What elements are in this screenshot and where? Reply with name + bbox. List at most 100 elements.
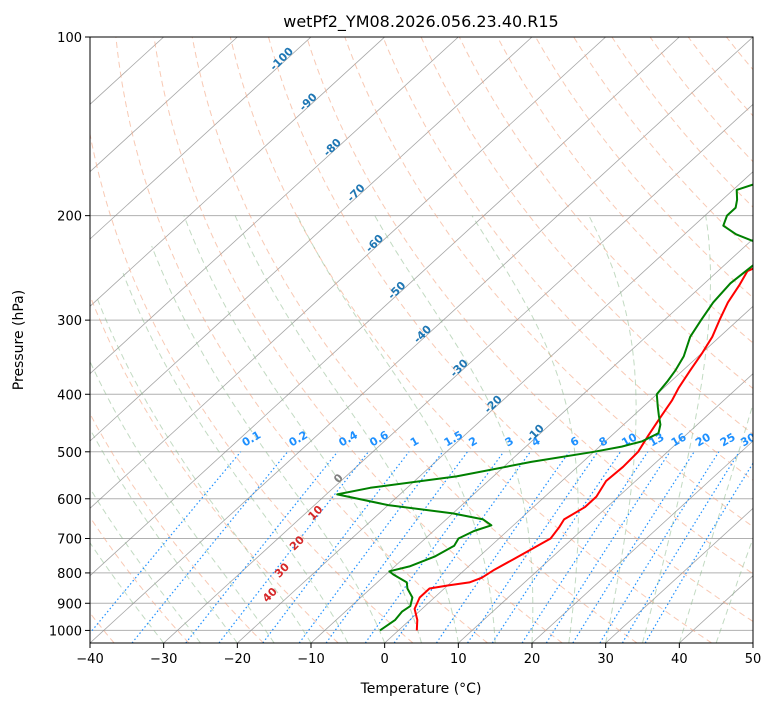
y-tick-label: 400 bbox=[57, 388, 82, 403]
mixing-ratio-label: 6 bbox=[568, 434, 581, 449]
y-axis: 1000 900 800 700 600 500 400 300 200 100 bbox=[49, 31, 90, 639]
mixing-ratio-line bbox=[364, 451, 505, 643]
x-tick-label: 40 bbox=[671, 652, 688, 667]
mixing-ratio-line bbox=[298, 451, 444, 643]
moist-adiabat-line bbox=[234, 215, 459, 643]
isobar-grid bbox=[90, 37, 753, 631]
mixing-ratio-label: 16 bbox=[669, 430, 689, 449]
mixing-ratio-label: 2 bbox=[467, 434, 480, 449]
dry-adiabat-line bbox=[687, 37, 753, 117]
x-tick-label: 30 bbox=[597, 652, 614, 667]
moist-adiabat-line bbox=[471, 215, 579, 643]
mixing-ratio-line bbox=[644, 462, 753, 643]
mixing-ratio-line bbox=[325, 451, 468, 643]
dry-adiabat-label: -60 bbox=[363, 232, 386, 255]
y-tick-label: 600 bbox=[57, 493, 82, 508]
y-tick-label: 300 bbox=[57, 314, 82, 329]
x-axis-label: Temperature (°C) bbox=[360, 681, 482, 697]
y-tick-label: 500 bbox=[57, 446, 82, 461]
isotherm-line bbox=[90, 37, 459, 375]
dry-adiabat-line bbox=[496, 37, 753, 344]
dry-adiabat-label: -30 bbox=[448, 356, 471, 379]
moist-adiabat-label: 40 bbox=[260, 585, 280, 605]
y-tick-label: 200 bbox=[57, 210, 82, 225]
dry-adiabat-line bbox=[458, 37, 753, 390]
isotherm-line bbox=[310, 238, 753, 643]
isotherm-line bbox=[90, 37, 238, 173]
dry-adiabat-line bbox=[229, 37, 712, 643]
isotherm-line bbox=[90, 37, 312, 240]
dry-adiabat-line bbox=[382, 37, 753, 481]
x-tick-label: 50 bbox=[745, 652, 762, 667]
isotherm-line bbox=[90, 37, 606, 509]
y-tick-label: 800 bbox=[57, 567, 82, 582]
dry-adiabat-label: -90 bbox=[297, 90, 320, 113]
mixing-ratio-line bbox=[185, 451, 339, 643]
dry-adiabat-line bbox=[90, 131, 414, 643]
moist-adiabat-line bbox=[588, 215, 637, 643]
dry-adiabat-line bbox=[344, 37, 753, 528]
moist-adiabat-line bbox=[374, 215, 534, 643]
moist-adiabat-label: 30 bbox=[272, 560, 292, 580]
x-tick-label: −30 bbox=[150, 652, 177, 667]
x-tick-label: −10 bbox=[297, 652, 324, 667]
mixing-ratio-line bbox=[621, 451, 740, 643]
moist-adiabat-line bbox=[90, 541, 165, 643]
isotherm-line bbox=[605, 507, 753, 643]
dry-adiabat-line bbox=[90, 516, 190, 643]
mixing-ratio-line bbox=[393, 451, 531, 643]
mixing-ratio-label: 0.1 bbox=[240, 428, 263, 449]
mixing-ratio-label: 0.6 bbox=[367, 428, 391, 449]
dry-adiabat-line bbox=[611, 37, 753, 208]
mixing-ratio-label: 1.5 bbox=[442, 428, 465, 449]
x-tick-label: 0 bbox=[381, 652, 389, 667]
dry-adiabat-label: -20 bbox=[482, 393, 505, 416]
dry-adiabat-line bbox=[420, 37, 753, 435]
dry-adiabat-label: -80 bbox=[321, 136, 344, 159]
x-axis: −40 −30 −20 −10 0 10 20 30 40 50 bbox=[76, 643, 761, 667]
isotherm-line bbox=[90, 37, 680, 577]
dry-adiabat-label: -70 bbox=[344, 181, 367, 204]
mixing-ratio-line bbox=[262, 451, 410, 643]
dry-adiabat-line bbox=[726, 37, 753, 71]
moist-adiabat-line bbox=[678, 402, 753, 643]
isotherm-line bbox=[90, 37, 385, 307]
mixing-ratio-line bbox=[491, 451, 621, 643]
mixing-ratio-line bbox=[599, 451, 720, 643]
mixing-ratio-label: 25 bbox=[718, 430, 738, 449]
mixing-ratio-line bbox=[572, 451, 695, 643]
mixing-ratio-line bbox=[521, 451, 649, 643]
x-tick-label: 20 bbox=[524, 652, 541, 667]
isotherm-line bbox=[752, 642, 753, 643]
x-tick-label: −40 bbox=[76, 652, 103, 667]
isotherm-line bbox=[458, 373, 753, 643]
y-tick-label: 900 bbox=[57, 597, 82, 612]
mixing-ratio-label: 36 bbox=[759, 430, 775, 449]
dry-adiabat-line bbox=[90, 412, 264, 643]
isotherm-line bbox=[163, 103, 753, 643]
y-axis-label: Pressure (hPa) bbox=[11, 290, 27, 390]
dry-adiabat-line bbox=[649, 37, 753, 163]
moist-adiabat-label: 20 bbox=[287, 533, 307, 553]
moist-adiabat-line bbox=[122, 272, 349, 643]
x-tick-label: −20 bbox=[224, 652, 251, 667]
mixing-ratio-label: 1 bbox=[408, 434, 421, 449]
x-tick-label: 10 bbox=[450, 652, 467, 667]
plot-frame bbox=[89, 36, 754, 644]
chart-title: wetPf2_YM08.2026.056.23.40.R15 bbox=[283, 12, 558, 32]
sounding-traces bbox=[336, 183, 753, 632]
dry-adiabat-line bbox=[535, 37, 753, 299]
dry-adiabat-label: -40 bbox=[411, 322, 434, 345]
isotherm-line bbox=[384, 305, 753, 643]
dry-adiabat-line bbox=[573, 37, 753, 254]
dry-adiabat-line bbox=[306, 37, 753, 575]
isotherm-line bbox=[531, 440, 753, 643]
mixing-ratio-label: 30 bbox=[738, 430, 758, 449]
isotherm-line bbox=[237, 171, 753, 643]
mixing-ratio-line bbox=[467, 451, 599, 643]
mixing-ratio-line bbox=[435, 451, 570, 643]
mixing-ratio-line bbox=[131, 451, 289, 643]
mixing-ratio-label: 20 bbox=[693, 430, 713, 449]
moist-adiabat-line bbox=[90, 360, 275, 643]
